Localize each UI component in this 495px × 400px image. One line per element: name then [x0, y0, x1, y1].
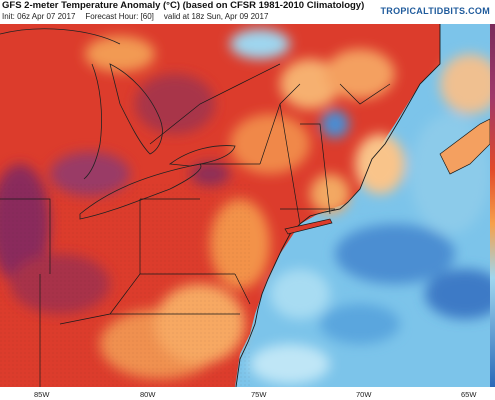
lon-tick-label: 65W — [461, 390, 477, 399]
lake-huron — [109, 63, 163, 155]
temperature-anomaly-map — [0, 24, 490, 387]
lake-ontario — [168, 145, 236, 167]
map-header: GFS 2-meter Temperature Anomaly (°C) (ba… — [0, 0, 495, 24]
color-scale-strip — [490, 24, 495, 387]
brand-watermark: TROPICALTIDBITS.COM — [380, 6, 490, 16]
lon-tick-label: 75W — [251, 390, 267, 399]
lon-tick-label: 80W — [140, 390, 156, 399]
longitude-axis: 85W 80W 75W 70W 65W — [0, 387, 495, 400]
lake-michigan — [83, 63, 102, 180]
political-borders — [0, 63, 391, 387]
lon-tick-label: 85W — [34, 390, 50, 399]
coastline — [235, 24, 441, 387]
valid-time: valid at 18z Sun, Apr 09 2017 — [163, 12, 269, 21]
map-subtitle: Init: 06z Apr 07 2017 Forecast Hour: [60]… — [2, 12, 268, 21]
nova-scotia — [439, 118, 490, 175]
great-lakes — [0, 28, 236, 220]
long-island — [284, 218, 333, 235]
map-title: GFS 2-meter Temperature Anomaly (°C) (ba… — [2, 0, 365, 11]
lake-erie — [79, 163, 202, 220]
forecast-hour: Forecast Hour: [60] — [85, 12, 154, 21]
init-time: Init: 06z Apr 07 2017 — [2, 12, 76, 21]
lon-tick-label: 70W — [356, 390, 372, 399]
lake-superior — [0, 28, 121, 45]
map-canvas — [0, 24, 490, 387]
